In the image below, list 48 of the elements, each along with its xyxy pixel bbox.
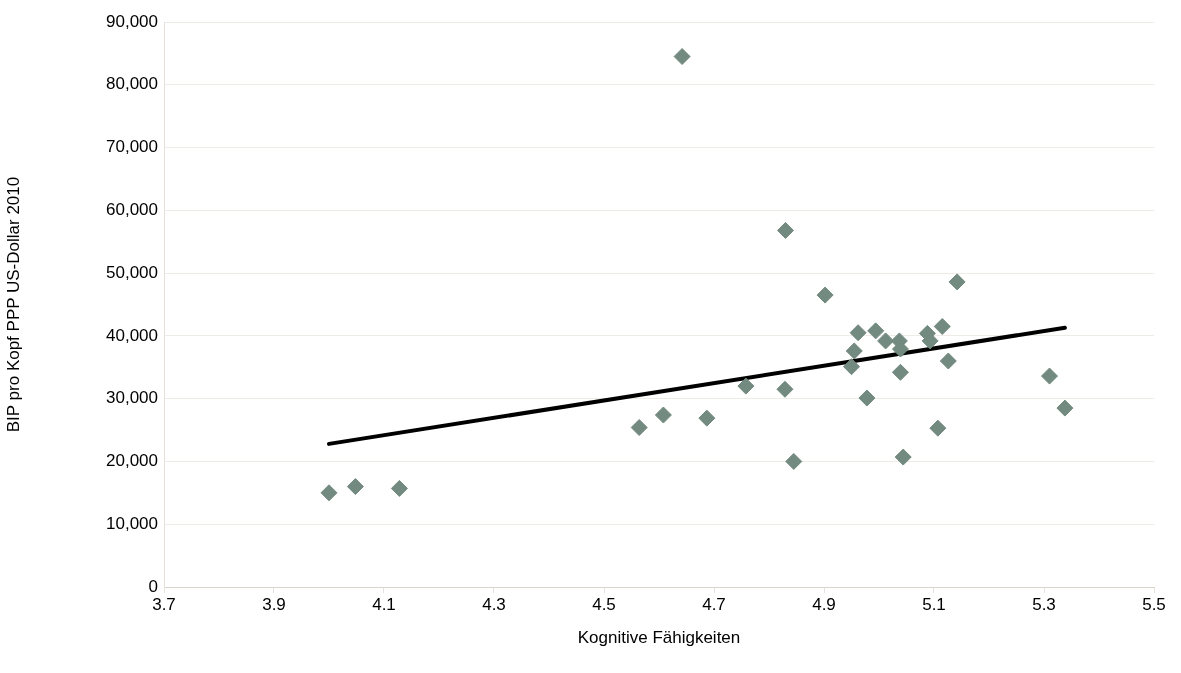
y-tick-label: 80,000 [106, 74, 158, 94]
point [894, 448, 912, 466]
point [346, 478, 364, 496]
x-tick-label: 4.7 [702, 594, 726, 614]
x-tick-label: 5.3 [1032, 594, 1056, 614]
point [1041, 367, 1058, 385]
x-tick-label: 5.1 [922, 594, 946, 614]
x-tick-label: 4.9 [812, 594, 836, 614]
point [939, 352, 957, 370]
point [630, 419, 648, 437]
point [698, 409, 716, 427]
point [654, 406, 672, 424]
point [737, 377, 755, 395]
y-axis-title: BIP pro Kopf PPP US-Dollar 2010 [3, 176, 23, 433]
x-tick-label: 5.5 [1142, 594, 1166, 614]
point [390, 479, 408, 497]
point [849, 324, 867, 342]
point [858, 389, 876, 407]
x-tick-label: 4.5 [592, 594, 616, 614]
point [776, 380, 794, 398]
x-tick-label: 3.7 [152, 594, 176, 614]
point [948, 273, 966, 291]
point [877, 332, 895, 350]
y-tick-label: 30,000 [106, 388, 158, 408]
point [673, 48, 691, 66]
x-axis-title: Kognitive Fähigkeiten [577, 628, 741, 648]
y-tick-label: 10,000 [106, 513, 158, 533]
point [816, 286, 834, 304]
y-tick-label: 70,000 [106, 137, 158, 157]
x-tick-label: 3.9 [262, 594, 286, 614]
point [845, 342, 863, 360]
y-tick-label: 20,000 [106, 451, 158, 471]
y-tick-label: 60,000 [106, 200, 158, 220]
point [777, 221, 794, 239]
point [320, 484, 338, 502]
y-tick-label: 0 [148, 576, 158, 596]
y-tick-label: 40,000 [106, 325, 158, 345]
point [929, 419, 947, 437]
point [867, 322, 885, 340]
point [891, 363, 909, 381]
point [933, 317, 951, 335]
x-tick-label: 4.1 [372, 594, 396, 614]
x-tick-label: 4.3 [482, 594, 506, 614]
point [843, 358, 860, 376]
y-tick-label: 50,000 [106, 262, 158, 282]
point [1056, 399, 1074, 417]
y-tick-label: 90,000 [106, 11, 158, 31]
point [785, 452, 803, 470]
